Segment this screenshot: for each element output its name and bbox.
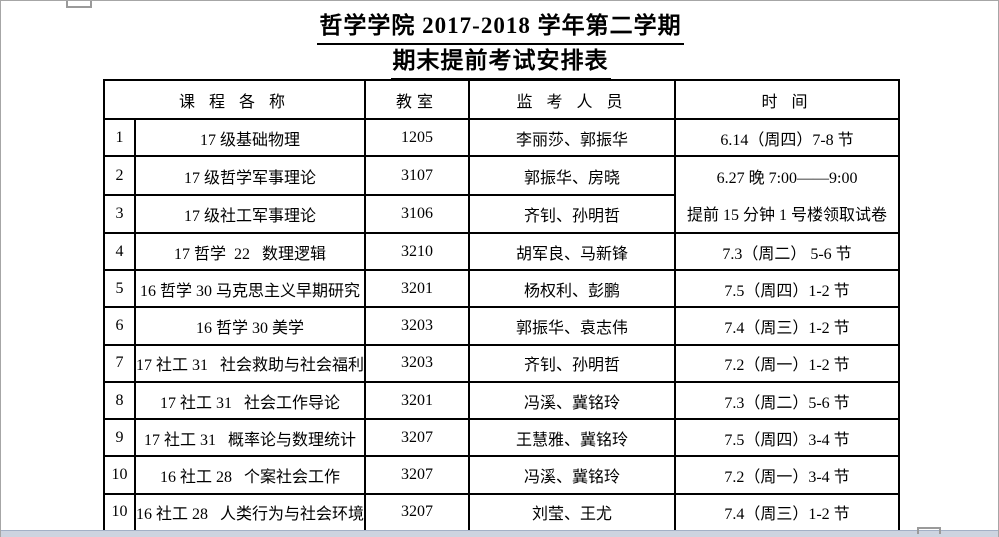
room-number: 3207: [364, 455, 471, 495]
course-name: 17 级哲学军事理论: [133, 155, 367, 196]
course-name: 16 哲学 30 美学: [133, 306, 367, 346]
table-row: 5 16 哲学 30 马克思主义早期研究 3201 杨权利、彭鹏 7.5（周四）…: [103, 269, 901, 309]
exam-time: 7.5（周四）3-4 节: [674, 418, 901, 458]
room-number: 3203: [364, 343, 471, 383]
room-number: 1205: [364, 118, 471, 158]
row-number: 9: [103, 418, 136, 458]
exam-time: 7.5（周四）1-2 节: [674, 269, 901, 309]
exam-time-line1: 6.27 晚 7:00——9:00: [716, 170, 858, 188]
course-name: 16 社工 28 人类行为与社会环境: [133, 492, 367, 533]
invigilators: 冯溪、冀铭玲: [468, 455, 677, 495]
invigilators: 郭振华、袁志伟: [468, 306, 677, 346]
row-number: 4: [103, 231, 136, 272]
table-row: 3 17 级社工军事理论 3106 齐钊、孙明哲: [103, 193, 899, 234]
row-number: 5: [103, 269, 136, 309]
room-number: 3201: [364, 380, 471, 421]
exam-time: 7.4（周三）1-2 节: [674, 306, 901, 346]
row-number: 1: [103, 118, 136, 158]
exam-schedule-table: 课 程 各 称 教室 监 考 人 员 时 间 1 17 级基础物理 1205 李…: [102, 78, 901, 533]
course-name: 17 社工 31 社会工作导论: [133, 380, 367, 421]
table-header-row: 课 程 各 称 教室 监 考 人 员 时 间: [102, 78, 901, 121]
title-line-1: 哲学学院 2017-2018 学年第二学期: [317, 9, 684, 45]
invigilators: 胡军良、马新锋: [468, 231, 677, 272]
table-row: 1 17 级基础物理 1205 李丽莎、郭振华 6.14（周四）7-8 节: [103, 118, 901, 158]
room-number: 3201: [364, 269, 471, 309]
table-row: 8 17 社工 31 社会工作导论 3201 冯溪、冀铭玲 7.3（周二）5-6…: [103, 380, 901, 421]
invigilators: 冯溪、冀铭玲: [468, 380, 677, 421]
header-room: 教室: [364, 78, 471, 121]
title-line-2: 期末提前考试安排表: [390, 44, 611, 80]
invigilators: 李丽莎、郭振华: [468, 118, 677, 158]
row-number: 2: [103, 155, 136, 196]
header-course: 课 程 各 称: [102, 78, 367, 121]
window-bottom-edge: [1, 530, 998, 537]
exam-time: 7.2（周一）3-4 节: [674, 455, 901, 495]
invigilators: 齐钊、孙明哲: [468, 343, 677, 383]
room-number: 3207: [364, 492, 471, 533]
exam-time: 6.14（周四）7-8 节: [674, 118, 901, 158]
invigilators: 杨权利、彭鹏: [468, 269, 677, 309]
invigilators: 齐钊、孙明哲: [468, 193, 677, 234]
table-row: 6 16 哲学 30 美学 3203 郭振华、袁志伟 7.4（周三）1-2 节: [103, 306, 901, 346]
header-invigilators: 监 考 人 员: [468, 78, 677, 121]
course-name: 17 哲学 22 数理逻辑: [133, 231, 367, 272]
header-time: 时 间: [674, 78, 901, 121]
row-number: 3: [103, 193, 136, 234]
table-row: 10 16 社工 28 个案社会工作 3207 冯溪、冀铭玲 7.2（周一）3-…: [103, 455, 901, 495]
table-row: 10 16 社工 28 人类行为与社会环境 3207 刘莹、王尤 7.4（周三）…: [103, 492, 901, 533]
table-row: 4 17 哲学 22 数理逻辑 3210 胡军良、马新锋 7.3（周二） 5-6…: [103, 231, 901, 272]
document-titles: 哲学学院 2017-2018 学年第二学期 期末提前考试安排表: [1, 9, 998, 80]
row-number: 6: [103, 306, 136, 346]
room-number: 3106: [364, 193, 471, 234]
table-row: 7 17 社工 31 社会救助与社会福利 3203 齐钊、孙明哲 7.2（周一）…: [103, 343, 901, 383]
row-number: 10: [103, 455, 136, 495]
exam-time: 7.2（周一）1-2 节: [674, 343, 901, 383]
course-name: 16 社工 28 个案社会工作: [133, 455, 367, 495]
invigilators: 刘莹、王尤: [468, 492, 677, 533]
table-row: 2 17 级哲学军事理论 3107 郭振华、房晓 6.27 晚 7:00——9:…: [103, 155, 901, 234]
room-number: 3207: [364, 418, 471, 458]
room-number: 3203: [364, 306, 471, 346]
room-number: 3107: [364, 155, 471, 196]
course-name: 17 级社工军事理论: [133, 193, 367, 234]
course-name: 17 级基础物理: [133, 118, 367, 158]
exam-time-merged: 6.27 晚 7:00——9:00 提前 15 分钟 1 号楼领取试卷: [674, 155, 901, 234]
room-number: 3210: [364, 231, 471, 272]
row-number: 10: [103, 492, 136, 533]
table-row: 9 17 社工 31 概率论与数理统计 3207 王慧雅、冀铭玲 7.5（周四）…: [103, 418, 901, 458]
row-number: 7: [103, 343, 136, 383]
course-name: 17 社工 31 概率论与数理统计: [133, 418, 367, 458]
exam-time: 7.4（周三）1-2 节: [674, 492, 901, 533]
course-name: 17 社工 31 社会救助与社会福利: [133, 343, 367, 383]
exam-time: 7.3（周二）5-6 节: [674, 380, 901, 421]
page-margin-crop-mark-bottom: [917, 527, 941, 534]
exam-time-line2: 提前 15 分钟 1 号楼领取试卷: [687, 207, 888, 225]
invigilators: 郭振华、房晓: [468, 155, 677, 196]
invigilators: 王慧雅、冀铭玲: [468, 418, 677, 458]
page-margin-crop-mark-top: [66, 1, 92, 8]
row-number: 8: [103, 380, 136, 421]
exam-time: 7.3（周二） 5-6 节: [674, 231, 901, 272]
course-name: 16 哲学 30 马克思主义早期研究: [133, 269, 367, 309]
